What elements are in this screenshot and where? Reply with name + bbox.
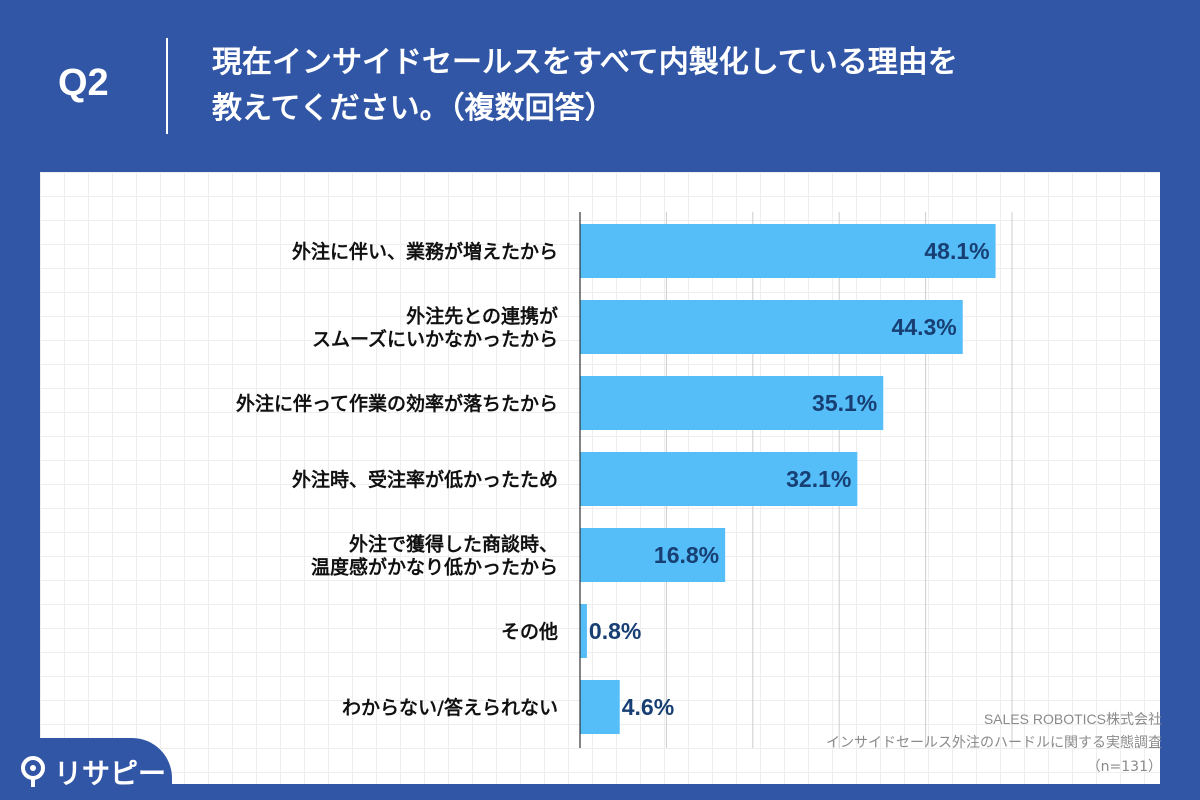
question-title: 現在インサイドセールスをすべて内製化している理由を 教えてください。（複数回答） [212, 40, 1152, 132]
source-sample-size: （n=131） [1086, 759, 1162, 775]
pin-icon [21, 756, 45, 787]
bar-chart: 48.1% 外注に伴い、業務が増えたから 44.3% 外注先との連携がスムーズにいかな… [236, 212, 1013, 748]
bar [580, 300, 963, 354]
category-label: 温度感がかなり低かったから [311, 556, 558, 579]
value-label: 0.8% [589, 618, 641, 644]
question-number: Q2 [58, 62, 109, 104]
header-divider [166, 38, 168, 134]
bar [580, 376, 884, 430]
logo: リサピー [18, 752, 166, 792]
category-label: 外注で獲得した商談時、 [349, 533, 558, 556]
category-label: 外注に伴って作業の効率が落ちたから [236, 392, 558, 415]
category-label: 外注に伴い、業務が増えたから [292, 240, 558, 263]
question-title-line-1: 現在インサイドセールスをすべて内製化している理由を [212, 45, 958, 80]
header: Q2 現在インサイドセールスをすべて内製化している理由を 教えてください。（複数… [0, 0, 1200, 170]
source-company: SALES ROBOTICS株式会社 [983, 711, 1162, 727]
category-label: 外注先との連携が [406, 305, 558, 328]
category-label: 外注時、受注率が低かったため [292, 468, 558, 491]
bar [580, 528, 726, 582]
value-label: 48.1% [924, 238, 989, 264]
source-survey: インサイドセールス外注のハードルに関する実態調査 [826, 735, 1162, 751]
category-label: その他 [501, 620, 558, 643]
category-label: スムーズにいかなかったから [312, 328, 558, 351]
logo-tab [0, 738, 172, 800]
value-label: 44.3% [892, 314, 957, 340]
category-label: わからない/答えられない [342, 696, 558, 719]
value-label: 4.6% [622, 694, 674, 720]
question-title-line-2: 教えてください。（複数回答） [212, 91, 615, 126]
bar [580, 680, 620, 734]
value-label: 16.8% [654, 542, 719, 568]
value-label: 32.1% [786, 466, 851, 492]
bar [580, 224, 996, 278]
logo-text: リサピー [54, 757, 167, 790]
bar [580, 452, 858, 506]
chart-panel: 48.1% 外注に伴い、業務が増えたから 44.3% 外注先との連携が スムーズにいかな… [40, 172, 1160, 784]
value-label: 35.1% [812, 390, 877, 416]
bar [580, 604, 587, 658]
